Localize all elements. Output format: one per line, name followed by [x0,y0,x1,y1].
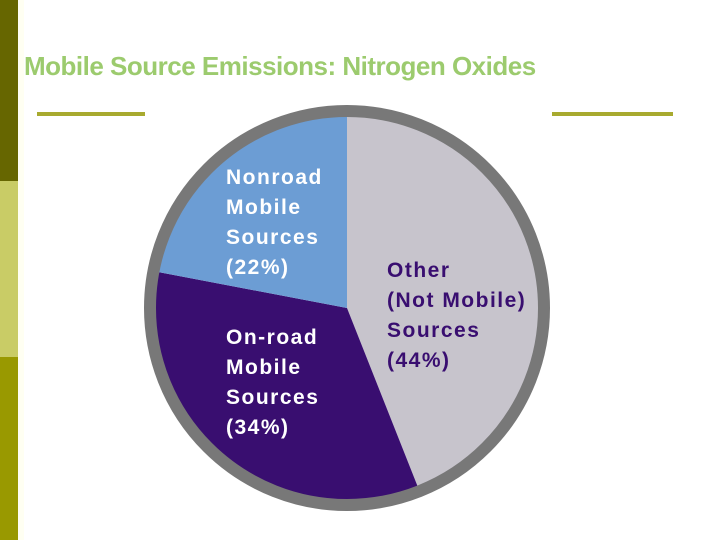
pie-label-line: Mobile [226,196,302,219]
pie-label-onroad-sources: On-road Mobile Sources (34%) [226,323,319,443]
theme-sidebar [0,0,18,540]
divider-line-left [37,112,145,116]
sidebar-segment-top [0,0,18,181]
sidebar-gap-strip [18,0,24,540]
pie-graphic [144,105,550,511]
pie-label-line: Mobile [226,356,302,379]
slide-title: Mobile Source Emissions: Nitrogen Oxides [24,51,536,82]
pie-label-line: (22%) [226,256,290,279]
pie-label-line: (Not Mobile) [387,289,527,312]
pie-label-line: Other [387,259,451,282]
sidebar-segment-middle [0,181,18,357]
pie-label-line: Sources [226,386,320,409]
pie-slice [150,271,420,506]
pie-label-line: (34%) [226,416,290,439]
pie-label-nonroad-sources: Nonroad Mobile Sources (22%) [226,163,323,283]
pie-label-line: Nonroad [226,166,323,189]
pie-label-line: (44%) [387,349,451,372]
pie-label-line: Sources [226,226,320,249]
pie-ring-border [144,105,550,511]
pie-slice [347,111,545,492]
pie-label-other-sources: Other (Not Mobile) Sources (44%) [387,256,526,376]
sidebar-segment-bottom [0,357,18,540]
pie-slice [153,111,347,308]
divider-line-right [552,112,673,116]
pie-label-line: Sources [387,319,481,342]
pie-label-line: On-road [226,326,319,349]
